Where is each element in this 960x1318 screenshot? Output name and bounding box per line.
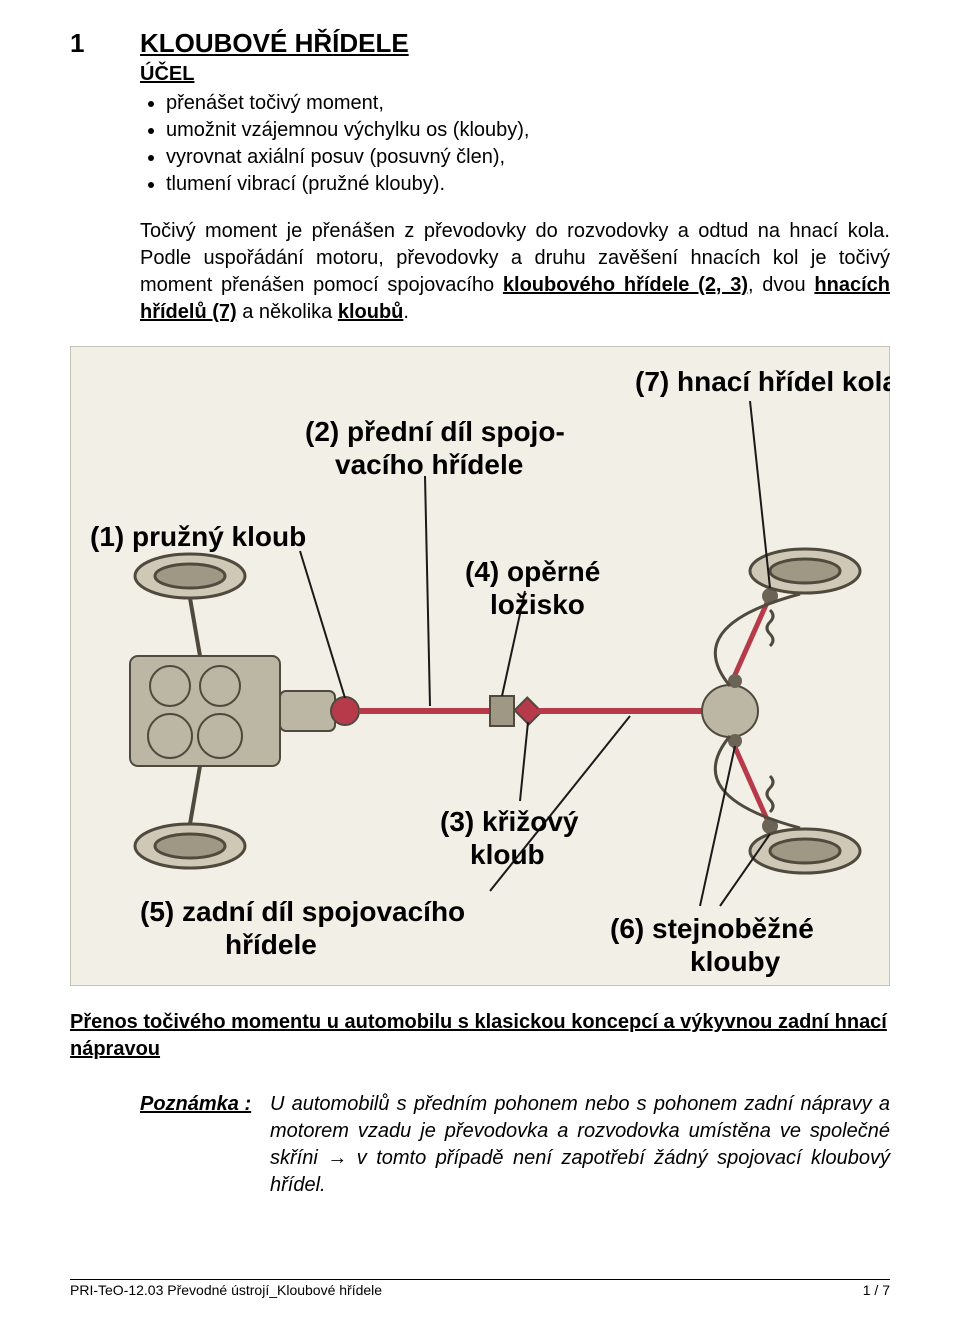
note-body: U automobilů s předním pohonem nebo s po… [270,1091,890,1199]
diagram-label-6b: klouby [690,946,781,977]
bullet-list: přenášet točivý moment, umožnit vzájemno… [140,90,890,198]
diagram-label-5a: (5) zadní díl spojovacího [140,896,465,927]
flexible-coupling [331,697,359,725]
list-item: tlumení vibrací (pružné klouby). [166,171,890,198]
list-item: vyrovnat axiální posuv (posuvný člen), [166,144,890,171]
footer-right: 1 / 7 [863,1282,890,1298]
diagram-label-2a: (2) přední díl spojo- [305,416,565,447]
diagram-svg: (1) pružný kloub (2) přední díl spojo- v… [70,346,890,986]
para-bold: kloubů [338,301,404,323]
figure-caption: Přenos točivého momentu u automobilu s k… [70,1009,890,1063]
diagram-label-3b: kloub [470,839,545,870]
note-label: Poznámka : [140,1091,270,1199]
diagram-label-4b: ložisko [490,589,585,620]
list-item: přenášet točivý moment, [166,90,890,117]
header-row: 1 KLOUBOVÉ HŘÍDELE [70,28,890,59]
page: 1 KLOUBOVÉ HŘÍDELE ÚČEL přenášet točivý … [0,0,960,1318]
diagram-label-2b: vacího hřídele [335,449,523,480]
section-number: 1 [70,28,140,59]
diagram-label-3a: (3) křižový [440,806,579,837]
diagram-label-7: (7) hnací hřídel kola [635,366,890,397]
diagram-label-1: (1) pružný kloub [90,521,306,552]
paragraph-1: Točivý moment je přenášen z převodovky d… [140,218,890,326]
support-bearing [490,696,514,726]
diagram-label-4a: (4) opěrné [465,556,600,587]
differential [702,685,758,737]
front-wheel-bottom [135,824,245,868]
list-item: umožnit vzájemnou výchylku os (klouby), [166,117,890,144]
diagram-label-5b: hřídele [225,929,317,960]
para-text: a několika [237,301,338,323]
para-bold: kloubového hřídele (2, 3) [503,274,748,296]
rear-wheel-bottom [750,829,860,873]
subtitle: ÚČEL [140,63,890,86]
content-block: ÚČEL přenášet točivý moment, umožnit vzá… [140,63,890,326]
note-row: Poznámka : U automobilů s předním pohone… [140,1091,890,1199]
page-footer: PRI-TeO-12.03 Převodné ústrojí_Kloubové … [70,1279,890,1298]
footer-left: PRI-TeO-12.03 Převodné ústrojí_Kloubové … [70,1282,382,1298]
para-text: . [403,301,409,323]
page-title: KLOUBOVÉ HŘÍDELE [140,28,409,59]
para-text: , dvou [748,274,814,296]
drivetrain-diagram: (1) pružný kloub (2) přední díl spojo- v… [70,346,890,991]
front-wheel-top [135,554,245,598]
diagram-label-6a: (6) stejnoběžné [610,913,814,944]
